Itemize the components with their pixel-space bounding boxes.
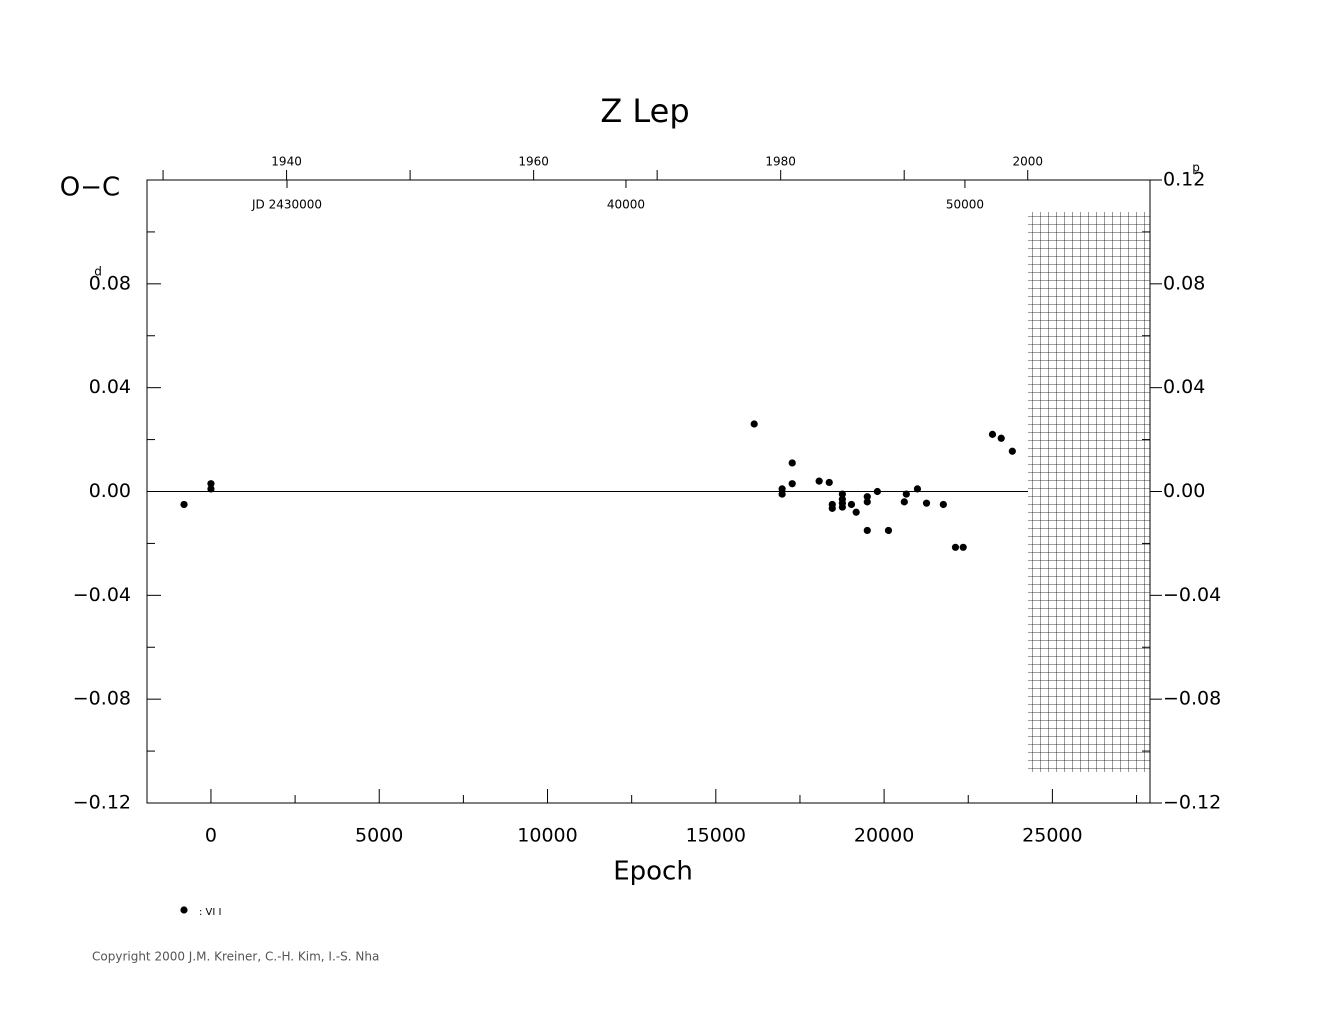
y2-tick-label: 0.08	[1163, 272, 1205, 294]
x2-tick-label: 2000	[1012, 155, 1043, 169]
copyright: Copyright 2000 J.M. Kreiner, C.-H. Kim, …	[92, 950, 379, 964]
y2-unit: p	[1192, 161, 1200, 175]
data-point	[988, 430, 997, 438]
chart-title: Z Lep	[600, 92, 689, 130]
data-point	[884, 526, 893, 535]
y-unit: d	[94, 264, 102, 278]
jd-label: JD 2430000	[251, 198, 322, 212]
data-point	[1008, 447, 1016, 455]
data-point	[838, 503, 846, 511]
y2-tick-label: 0.04	[1163, 376, 1205, 398]
data-point	[951, 543, 960, 551]
data-point	[863, 498, 871, 506]
data-point	[788, 480, 796, 488]
y2-tick-label: 0.12	[1163, 169, 1205, 191]
y-tick-label: −0.12	[73, 792, 131, 814]
y-tick-label: 0.00	[89, 480, 131, 502]
data-point	[913, 485, 922, 493]
future-hatch	[1028, 212, 1150, 772]
data-point	[902, 490, 910, 498]
data-point	[900, 498, 908, 506]
x-tick-label: 15000	[686, 825, 746, 847]
data-point	[815, 477, 823, 485]
data-point	[959, 543, 967, 551]
x-axis-label: Epoch	[613, 857, 693, 887]
x2-tick-label: 1960	[518, 155, 549, 169]
data-point	[939, 500, 947, 509]
y-tick-label: 0.08	[89, 272, 131, 294]
jd-label: 40000	[607, 198, 645, 212]
y2-tick-label: −0.12	[1163, 792, 1221, 814]
data-point	[847, 500, 856, 509]
data-point	[180, 500, 188, 509]
y-tick-label: 0.04	[89, 376, 131, 398]
data-point	[207, 480, 215, 488]
data-point	[750, 420, 758, 428]
legend-label: : VI I	[199, 907, 221, 918]
y-tick-label: −0.08	[73, 688, 131, 710]
data-point	[778, 485, 786, 493]
x-tick-label: 0	[205, 825, 217, 847]
x-tick-label: 5000	[355, 825, 403, 847]
data-point	[788, 459, 796, 467]
data-point	[207, 485, 215, 493]
y2-tick-label: −0.08	[1163, 688, 1221, 710]
y2-tick-label: −0.04	[1163, 584, 1221, 606]
data-point	[863, 526, 871, 535]
data-point	[852, 508, 860, 516]
data-point	[838, 490, 846, 498]
data-point	[997, 434, 1005, 442]
x-tick-label: 20000	[854, 825, 914, 847]
data-point	[873, 487, 881, 496]
x2-tick-label: 1940	[271, 155, 302, 169]
x-tick-label: 10000	[517, 825, 577, 847]
data-point	[825, 478, 833, 487]
data-point	[828, 504, 836, 512]
y2-tick-label: 0.00	[1163, 480, 1205, 502]
data-point	[922, 499, 931, 507]
data-point	[863, 493, 871, 501]
x2-tick-label: 1980	[765, 155, 796, 169]
y-tick-label: −0.04	[73, 584, 131, 606]
x-tick-label: 25000	[1022, 825, 1082, 847]
y-axis-label: O−C	[60, 173, 120, 203]
legend-marker	[180, 906, 188, 914]
data-point	[778, 490, 786, 498]
jd-label: 50000	[946, 198, 984, 212]
